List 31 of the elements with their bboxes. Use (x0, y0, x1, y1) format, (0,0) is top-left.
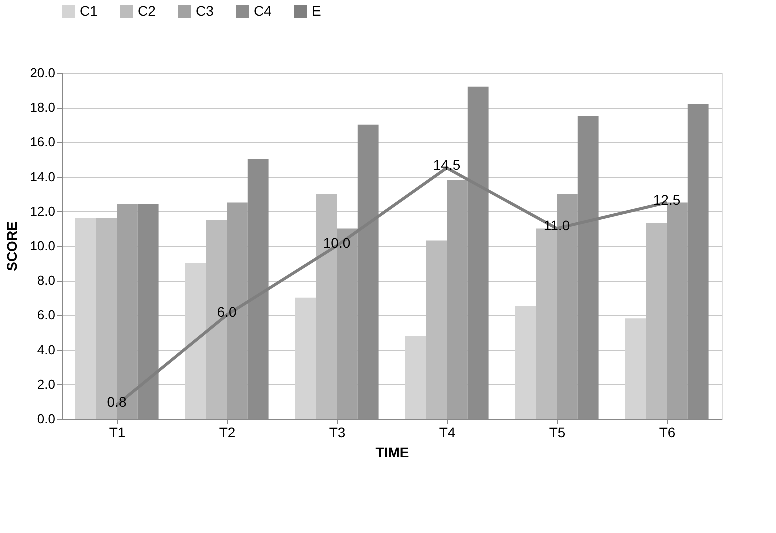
legend-label: E (312, 3, 322, 19)
y-tick-label: 8.0 (37, 273, 56, 288)
y-tick-label: 18.0 (30, 100, 56, 116)
x-tick-label: T1 (109, 424, 126, 440)
y-tick-label: 4.0 (37, 342, 56, 358)
y-tick-label: 0.0 (37, 412, 56, 426)
y-tick-label: 16.0 (30, 134, 56, 150)
y-tick-label: 2.0 (37, 376, 56, 392)
y-tick-label: 20.0 (30, 66, 56, 80)
x-tick-label: T3 (329, 424, 346, 440)
x-tick-label: T4 (439, 424, 456, 440)
legend-label: C1 (80, 3, 98, 19)
data-label: 6.0 (217, 304, 237, 320)
legend-label: C4 (254, 3, 272, 19)
y-tick-label: 12.0 (30, 204, 56, 219)
data-label: 11.0 (544, 218, 570, 234)
bar (447, 180, 468, 419)
data-label: 10.0 (323, 235, 351, 251)
legend-label: C3 (196, 3, 214, 19)
data-label: 0.8 (107, 394, 127, 410)
y-tick-label: 10.0 (30, 238, 56, 254)
data-label: 14.5 (433, 157, 461, 174)
x-tick-label: T6 (659, 424, 676, 440)
x-tick-label: T5 (549, 424, 566, 440)
y-axis-title: SCORE (4, 222, 20, 272)
legend-label: C2 (138, 3, 156, 19)
y-tick-label: 6.0 (37, 308, 56, 323)
data-label: 12.5 (653, 192, 681, 208)
x-axis-title: TIME (376, 444, 410, 460)
x-tick-label: T2 (219, 424, 236, 440)
y-tick-label: 14.0 (30, 169, 56, 184)
